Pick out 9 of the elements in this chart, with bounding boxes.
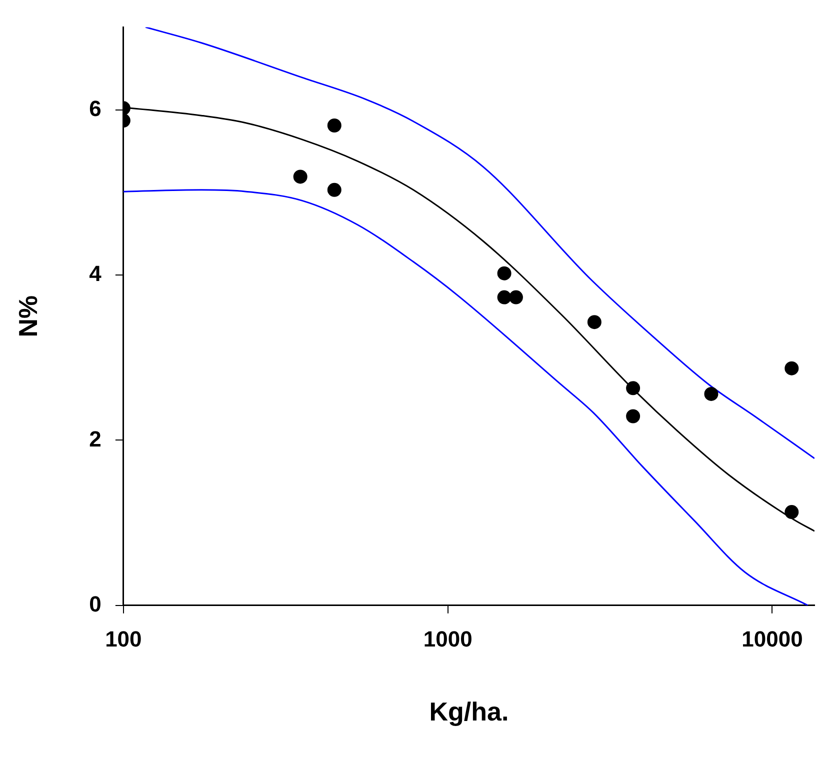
x-axis-title: Kg/ha. — [429, 696, 509, 727]
x-tick-label: 1000 — [423, 626, 472, 652]
y-tick-label: 0 — [89, 591, 102, 616]
x-tick-label: 10000 — [742, 626, 803, 652]
y-tick-label: 4 — [89, 261, 102, 286]
y-tick-label: 6 — [89, 96, 102, 121]
y-tick-label: 2 — [89, 426, 102, 452]
y-axis-title: N% — [12, 295, 43, 338]
x-tick-label: 100 — [105, 626, 142, 652]
